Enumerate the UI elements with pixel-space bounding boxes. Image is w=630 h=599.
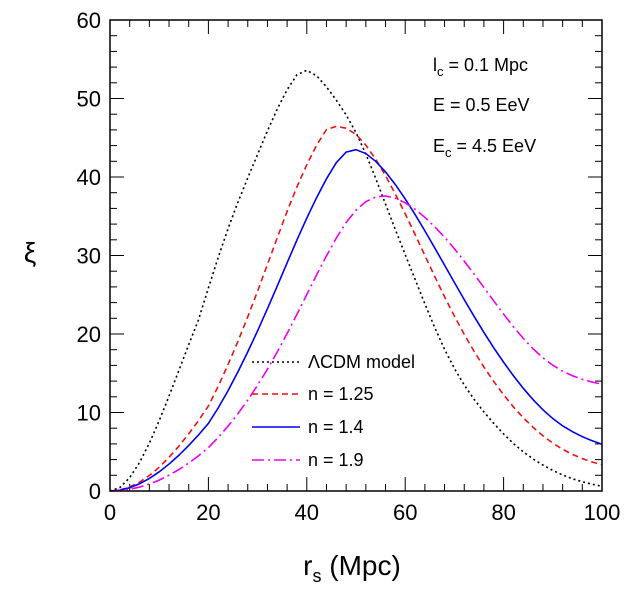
legend-label-3: n = 1.4	[308, 417, 364, 437]
series-line-4	[109, 195, 603, 492]
x-tick-label: 40	[295, 500, 319, 525]
series-line-3	[109, 148, 603, 492]
annotation-3: Ec = 4.5 EeV	[433, 136, 536, 160]
legend: ΛCDM model n = 1.25 n = 1.4 n = 1.9	[252, 352, 415, 470]
y-tick-label: 10	[77, 401, 101, 426]
x-tick-label: 0	[104, 500, 116, 525]
axis-ticks	[109, 19, 603, 492]
x-tick-label: 100	[584, 500, 621, 525]
annotation-1: lc = 0.1 Mpc	[433, 55, 528, 79]
x-tick-label: 60	[393, 500, 417, 525]
series-line-2	[109, 125, 603, 492]
annotation-2: E = 0.5 EeV	[433, 95, 530, 115]
y-tick-label: 50	[77, 87, 101, 112]
plot-frame	[109, 19, 603, 492]
y-axis-title: ξ	[24, 237, 37, 268]
x-tick-label: 80	[491, 500, 515, 525]
x-axis-title: rs (Mpc)	[303, 550, 401, 586]
legend-label-2: n = 1.25	[308, 384, 374, 404]
y-tick-label: 30	[77, 244, 101, 269]
legend-label-1: ΛCDM model	[308, 352, 415, 372]
y-tick-label: 40	[77, 165, 101, 190]
annotations: lc = 0.1 Mpc E = 0.5 EeV Ec = 4.5 EeV	[433, 55, 536, 160]
y-tick-label: 0	[89, 479, 101, 504]
curves	[109, 69, 603, 492]
x-tick-label: 20	[196, 500, 220, 525]
tick-labels: 0 20 40 60 80 100 0 10 20 30 40 50 60	[77, 8, 621, 525]
y-tick-label: 20	[77, 322, 101, 347]
y-tick-label: 60	[77, 8, 101, 33]
legend-label-4: n = 1.9	[308, 450, 364, 470]
